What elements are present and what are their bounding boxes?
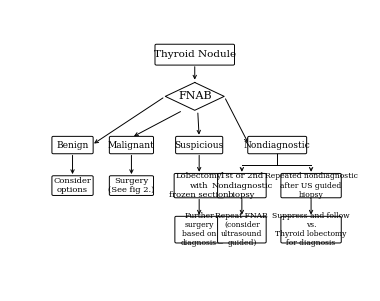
FancyBboxPatch shape [218, 173, 266, 198]
Text: Surgery
(See fig 2.): Surgery (See fig 2.) [108, 177, 155, 194]
FancyBboxPatch shape [109, 176, 154, 195]
Text: Thyroid Nodule: Thyroid Nodule [154, 50, 236, 59]
Text: Repeat FNAB
(consider
ultrasound
guided): Repeat FNAB (consider ultrasound guided) [215, 212, 268, 247]
Text: Further
surgery
based on
diagnosis: Further surgery based on diagnosis [181, 212, 217, 247]
Text: Consider
options: Consider options [54, 177, 92, 194]
FancyBboxPatch shape [281, 216, 341, 243]
FancyBboxPatch shape [155, 44, 234, 65]
Text: Nondiagnostic: Nondiagnostic [244, 141, 310, 150]
Text: Malignant: Malignant [108, 141, 155, 150]
Text: FNAB: FNAB [178, 92, 212, 101]
Text: Benign: Benign [56, 141, 89, 150]
FancyBboxPatch shape [176, 136, 223, 154]
FancyBboxPatch shape [248, 136, 307, 154]
FancyBboxPatch shape [281, 173, 341, 198]
Text: Suspicious: Suspicious [174, 141, 224, 150]
FancyBboxPatch shape [218, 216, 266, 243]
Text: Repeated nondiagnostic
after US guided
biopsy: Repeated nondiagnostic after US guided b… [264, 172, 358, 199]
Polygon shape [165, 82, 224, 110]
FancyBboxPatch shape [109, 136, 154, 154]
Text: 1st or 2nd
Nondiagnostic
biopsy: 1st or 2nd Nondiagnostic biopsy [211, 172, 272, 199]
FancyBboxPatch shape [52, 136, 93, 154]
FancyBboxPatch shape [174, 173, 224, 198]
Text: Suppress and follow
vs.
Thyroid lobectomy
for diagnosis: Suppress and follow vs. Thyroid lobectom… [272, 212, 350, 247]
FancyBboxPatch shape [52, 176, 93, 195]
Text: Lobectomy
with
frozen section: Lobectomy with frozen section [169, 172, 229, 199]
FancyBboxPatch shape [175, 216, 223, 243]
